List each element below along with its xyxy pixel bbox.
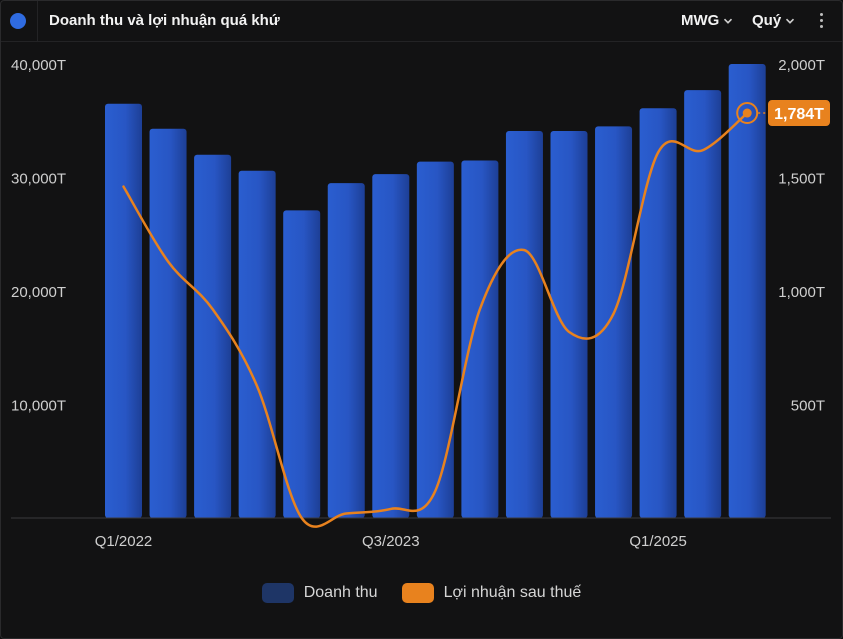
revenue-bar (149, 128, 187, 518)
ticker-label: MWG (681, 12, 720, 29)
revenue-bar (283, 210, 321, 519)
y-left-tick-label: 20,000T (11, 284, 66, 301)
legend-swatch-revenue (261, 583, 294, 603)
period-selector[interactable]: Quý (752, 12, 795, 29)
revenue-bar (461, 160, 499, 518)
profit-line (122, 111, 749, 528)
more-options-icon[interactable] (813, 11, 829, 31)
revenue-bar (550, 130, 588, 518)
legend-label-profit: Lợi nhuận sau thuế (443, 584, 582, 601)
revenue-bar (238, 170, 276, 518)
legend-item-revenue[interactable]: Doanh thu (261, 583, 378, 603)
last-value-badge (768, 100, 830, 127)
y-left-tick-label: 10,000T (11, 398, 66, 415)
x-tick-label: Q1/2025 (629, 533, 687, 550)
revenue-bar (372, 174, 410, 518)
y-right-tick-label: 1,500T (778, 171, 825, 188)
revenue-bar (327, 183, 365, 519)
y-right-tick-label: 1,000T (778, 284, 825, 301)
chevron-down-icon (786, 18, 795, 24)
last-point-ring (736, 102, 759, 125)
series-color-dot (10, 13, 26, 29)
card-header: Doanh thu và lợi nhuận quá khứ MWG Quý (1, 1, 842, 42)
revenue-bar (505, 130, 543, 518)
ticker-selector[interactable]: MWG (681, 12, 733, 29)
x-tick-label: Q1/2022 (95, 533, 153, 550)
y-right-tick-label: 500T (791, 398, 825, 415)
chevron-down-icon (724, 18, 733, 24)
revenue-bar (105, 103, 142, 518)
legend-label-revenue: Doanh thu (303, 584, 378, 601)
chart-title: Doanh thu và lợi nhuận quá khứ (49, 12, 280, 29)
period-label: Quý (752, 12, 782, 29)
header-dot-cell (1, 1, 38, 41)
revenue-bar (684, 90, 722, 519)
revenue-bar (595, 126, 633, 519)
y-right-tick-label: 2,000T (778, 57, 825, 74)
revenue-bar (416, 161, 454, 519)
last-value-label: 1,784T (774, 106, 824, 123)
legend-swatch-profit (401, 583, 434, 603)
y-left-tick-label: 40,000T (11, 57, 66, 74)
last-point-dot (742, 108, 752, 118)
combo-chart: 10,000T 20,000T 30,000T 40,000T 500T 1,000T 1,… (11, 57, 831, 550)
x-tick-label: Q3/2023 (362, 533, 420, 550)
revenue-bar (728, 64, 766, 518)
revenue-bar (639, 108, 677, 518)
revenue-bar (194, 154, 232, 519)
legend-item-profit[interactable]: Lợi nhuận sau thuế (401, 583, 582, 603)
chart-legend: Doanh thu Lợi nhuận sau thuế (1, 579, 842, 607)
y-left-tick-label: 30,000T (11, 171, 66, 188)
